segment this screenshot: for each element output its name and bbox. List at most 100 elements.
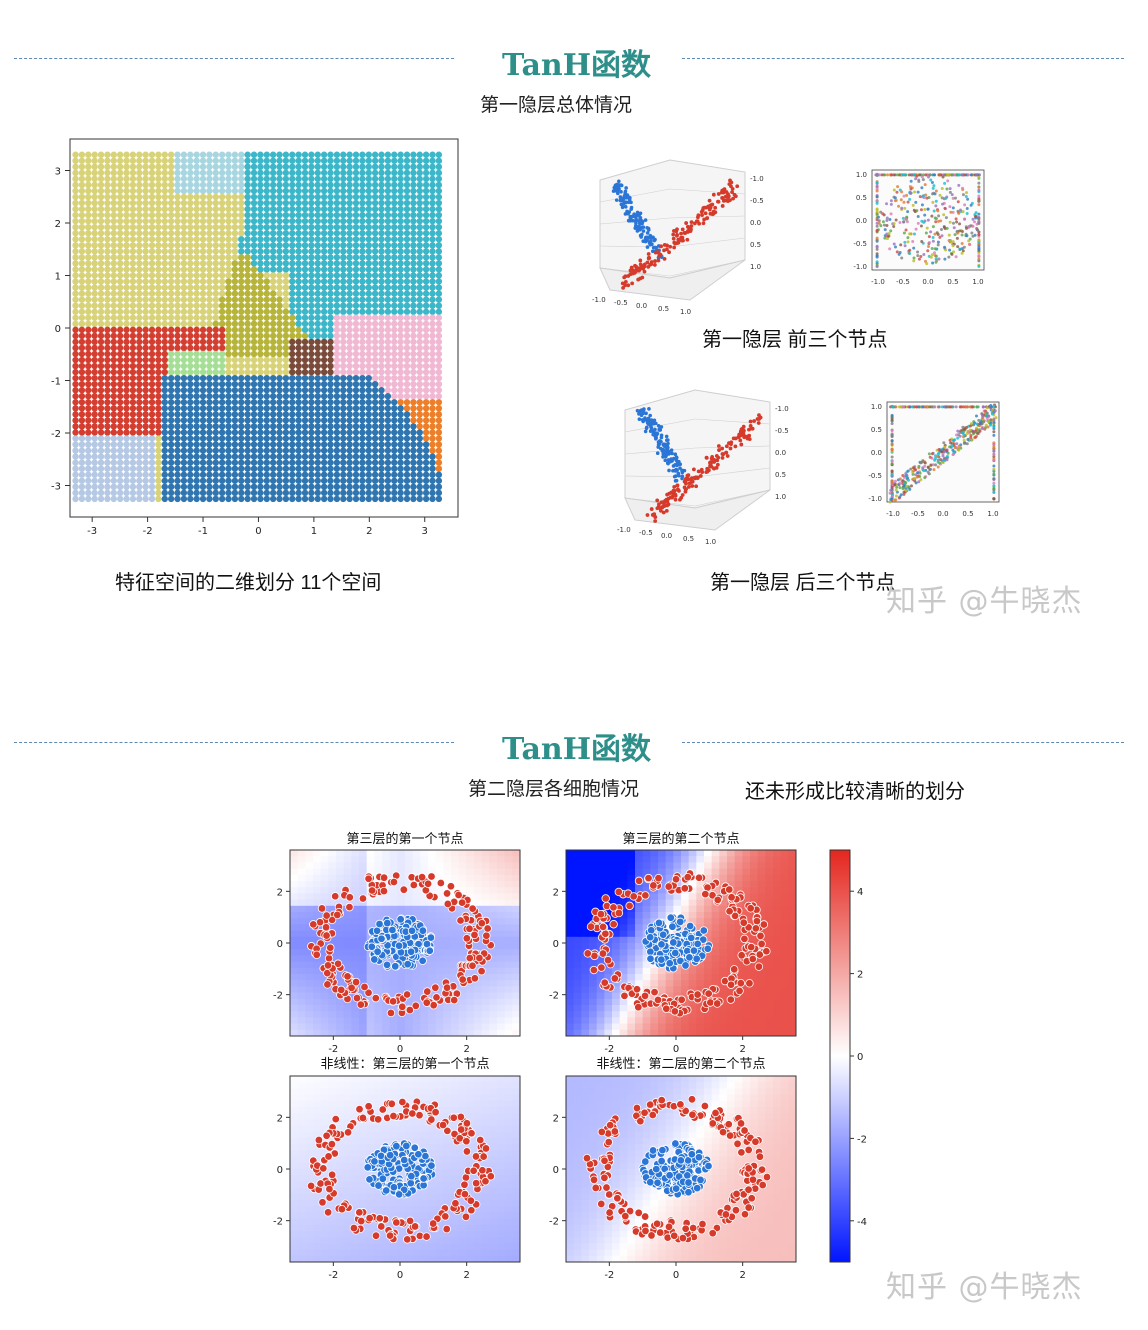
- region-point: [263, 157, 270, 164]
- region-point: [416, 296, 423, 303]
- scatter-point-red: [726, 194, 731, 199]
- region-point: [218, 429, 226, 436]
- region-point: [416, 429, 423, 436]
- region-point: [314, 429, 321, 436]
- region-point: [269, 405, 277, 412]
- region-point: [123, 278, 130, 285]
- region-point: [180, 308, 188, 315]
- region-point: [180, 374, 188, 382]
- scatter-point-blue: [626, 218, 631, 223]
- z-tick-label: 0.0: [750, 219, 761, 227]
- region-point: [371, 163, 379, 171]
- projection-point: [922, 220, 926, 224]
- region-point: [397, 495, 404, 503]
- region-point: [78, 338, 86, 346]
- projection-point: [984, 423, 988, 427]
- region-point: [104, 157, 111, 164]
- region-point: [263, 199, 270, 207]
- region-point: [238, 368, 245, 376]
- region-point: [435, 399, 443, 406]
- region-point: [225, 205, 232, 213]
- region-point: [148, 489, 156, 497]
- region-point: [422, 260, 430, 267]
- region-point: [116, 260, 124, 267]
- region-point: [212, 459, 219, 466]
- region-point: [269, 483, 277, 491]
- region-point: [346, 224, 353, 231]
- region-point: [91, 399, 98, 406]
- scatter-point-red: [675, 483, 680, 488]
- region-point: [212, 350, 219, 358]
- region-point: [244, 435, 251, 442]
- region-point: [301, 248, 309, 255]
- region-point: [161, 284, 168, 291]
- region-point: [238, 465, 245, 472]
- region-point: [129, 387, 137, 394]
- region-point: [378, 302, 385, 309]
- region-point: [416, 411, 423, 418]
- region-point: [397, 350, 404, 358]
- region-point: [295, 356, 302, 364]
- region-point: [148, 254, 156, 261]
- region-point: [295, 230, 302, 237]
- region-point: [142, 429, 149, 436]
- region-point: [161, 181, 168, 189]
- region-point: [435, 266, 443, 273]
- region-point: [225, 296, 232, 303]
- region-point: [397, 163, 404, 171]
- scatter-point-red: [701, 221, 706, 226]
- region-point: [123, 199, 130, 207]
- region-point: [110, 483, 117, 491]
- scatter-point-red: [716, 444, 721, 448]
- region-point: [371, 308, 379, 315]
- region-point: [97, 447, 105, 454]
- projection-point: [937, 451, 941, 455]
- projection-point: [904, 472, 908, 476]
- region-point: [129, 399, 137, 406]
- region-point: [391, 254, 398, 261]
- region-point: [429, 380, 436, 388]
- region-point: [129, 441, 137, 448]
- projection-point: [875, 207, 879, 211]
- region-point: [142, 230, 149, 237]
- region-point: [320, 278, 328, 285]
- region-point: [371, 296, 379, 303]
- region-point: [123, 157, 130, 164]
- region-point: [193, 471, 200, 478]
- region-point: [340, 429, 347, 436]
- region-point: [282, 175, 290, 183]
- region-point: [263, 314, 270, 321]
- region-point: [250, 326, 258, 334]
- region-point: [250, 447, 258, 454]
- region-point: [320, 368, 328, 376]
- region-point: [72, 447, 79, 454]
- region-point: [218, 175, 226, 183]
- scatter-point-blue: [654, 246, 659, 250]
- region-point: [142, 308, 149, 315]
- region-point: [104, 393, 111, 400]
- region-point: [308, 302, 315, 309]
- scatter-point-red: [714, 453, 719, 458]
- region-point: [295, 489, 302, 497]
- region-point: [416, 447, 423, 454]
- region-point: [187, 260, 194, 267]
- region-point: [352, 356, 360, 364]
- region-point: [180, 471, 188, 478]
- region-point: [161, 230, 168, 237]
- region-point: [410, 248, 417, 255]
- region-point: [289, 284, 296, 291]
- region-point: [397, 332, 404, 340]
- region-point: [435, 230, 443, 237]
- scatter-point-red: [704, 455, 709, 460]
- region-point: [72, 296, 79, 303]
- region-point: [422, 284, 430, 291]
- region-point: [129, 471, 137, 478]
- region-point: [384, 417, 392, 424]
- region-point: [206, 435, 213, 442]
- region-point: [269, 181, 277, 189]
- region-point: [104, 260, 111, 267]
- region-point: [327, 175, 334, 183]
- region-point: [403, 169, 411, 177]
- region-point: [129, 423, 137, 430]
- region-point: [193, 393, 200, 400]
